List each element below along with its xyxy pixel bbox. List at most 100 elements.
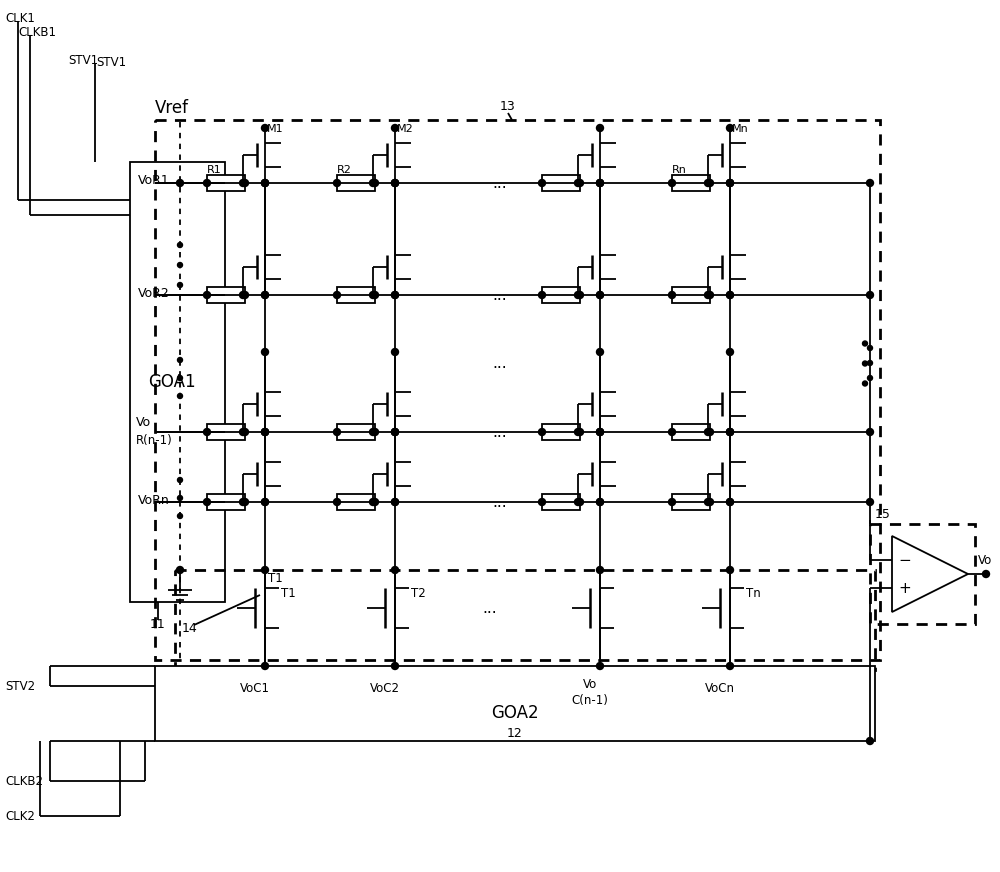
Circle shape xyxy=(538,499,546,506)
Bar xyxy=(672,287,710,303)
Text: 14: 14 xyxy=(182,622,198,635)
Circle shape xyxy=(178,283,182,288)
Circle shape xyxy=(204,499,210,506)
Circle shape xyxy=(262,349,268,356)
Circle shape xyxy=(596,567,604,574)
Circle shape xyxy=(574,180,582,187)
Bar xyxy=(672,424,710,440)
Circle shape xyxy=(370,428,376,435)
Circle shape xyxy=(868,376,872,380)
Circle shape xyxy=(178,358,182,363)
Text: C(n-1): C(n-1) xyxy=(572,693,608,706)
Circle shape xyxy=(726,499,734,506)
Text: ...: ... xyxy=(493,425,507,439)
Circle shape xyxy=(868,360,872,365)
Circle shape xyxy=(576,180,584,187)
Circle shape xyxy=(204,428,210,435)
Bar xyxy=(542,494,580,510)
Text: −: − xyxy=(898,553,911,568)
Bar xyxy=(337,424,375,440)
Bar xyxy=(207,287,245,303)
Circle shape xyxy=(726,428,734,435)
Circle shape xyxy=(576,428,584,435)
Circle shape xyxy=(706,180,714,187)
Circle shape xyxy=(392,428,398,435)
Circle shape xyxy=(262,428,268,435)
Circle shape xyxy=(334,499,340,506)
Circle shape xyxy=(178,495,182,501)
Circle shape xyxy=(726,291,734,298)
Text: ...: ... xyxy=(493,175,507,190)
Text: Mn: Mn xyxy=(732,124,749,134)
Circle shape xyxy=(726,180,734,187)
Circle shape xyxy=(596,663,604,670)
Circle shape xyxy=(370,180,376,187)
Circle shape xyxy=(392,428,398,435)
Circle shape xyxy=(334,428,340,435)
Circle shape xyxy=(392,125,398,132)
Text: STV1: STV1 xyxy=(96,56,126,69)
Bar xyxy=(542,287,580,303)
Circle shape xyxy=(262,499,268,506)
Circle shape xyxy=(178,262,182,268)
Circle shape xyxy=(596,428,604,435)
Text: VoRn: VoRn xyxy=(138,494,170,507)
Circle shape xyxy=(392,180,398,187)
Circle shape xyxy=(726,180,734,187)
Text: VoR2: VoR2 xyxy=(138,287,170,299)
Circle shape xyxy=(866,291,874,298)
Text: GOA2: GOA2 xyxy=(491,704,539,722)
Circle shape xyxy=(668,291,676,298)
Text: CLK1: CLK1 xyxy=(5,11,35,24)
Circle shape xyxy=(726,663,734,670)
Bar xyxy=(672,494,710,510)
Text: M1: M1 xyxy=(267,124,284,134)
Text: ...: ... xyxy=(483,601,497,616)
Circle shape xyxy=(392,180,398,187)
Circle shape xyxy=(726,349,734,356)
Circle shape xyxy=(706,428,714,435)
Circle shape xyxy=(372,291,378,298)
Circle shape xyxy=(574,428,582,435)
Circle shape xyxy=(392,349,398,356)
Circle shape xyxy=(204,291,210,298)
Bar xyxy=(207,175,245,191)
Text: Vo: Vo xyxy=(978,554,992,567)
Text: Vo: Vo xyxy=(583,678,597,691)
Circle shape xyxy=(392,567,398,574)
Circle shape xyxy=(726,125,734,132)
Circle shape xyxy=(862,341,868,346)
Bar xyxy=(337,287,375,303)
Circle shape xyxy=(240,180,246,187)
Circle shape xyxy=(726,428,734,435)
Text: VoC2: VoC2 xyxy=(370,682,400,694)
Bar xyxy=(155,666,875,741)
Text: Tn: Tn xyxy=(746,587,761,600)
Circle shape xyxy=(868,345,872,351)
Circle shape xyxy=(262,180,268,187)
Text: M2: M2 xyxy=(397,124,414,134)
Circle shape xyxy=(596,291,604,298)
Bar xyxy=(337,494,375,510)
Circle shape xyxy=(596,428,604,435)
Circle shape xyxy=(596,180,604,187)
Text: T1: T1 xyxy=(281,587,296,600)
Bar xyxy=(175,570,875,670)
Circle shape xyxy=(334,180,340,187)
Circle shape xyxy=(668,499,676,506)
Circle shape xyxy=(866,738,874,745)
Text: Rn: Rn xyxy=(672,165,687,175)
Circle shape xyxy=(866,180,874,187)
Circle shape xyxy=(706,499,714,506)
Circle shape xyxy=(574,499,582,506)
Circle shape xyxy=(392,663,398,670)
Circle shape xyxy=(596,180,604,187)
Circle shape xyxy=(866,499,874,506)
Circle shape xyxy=(262,499,268,506)
Text: VoC1: VoC1 xyxy=(240,682,270,694)
Circle shape xyxy=(538,180,546,187)
Text: R1: R1 xyxy=(207,165,222,175)
Circle shape xyxy=(372,499,378,506)
Circle shape xyxy=(178,393,182,399)
Circle shape xyxy=(668,428,676,435)
